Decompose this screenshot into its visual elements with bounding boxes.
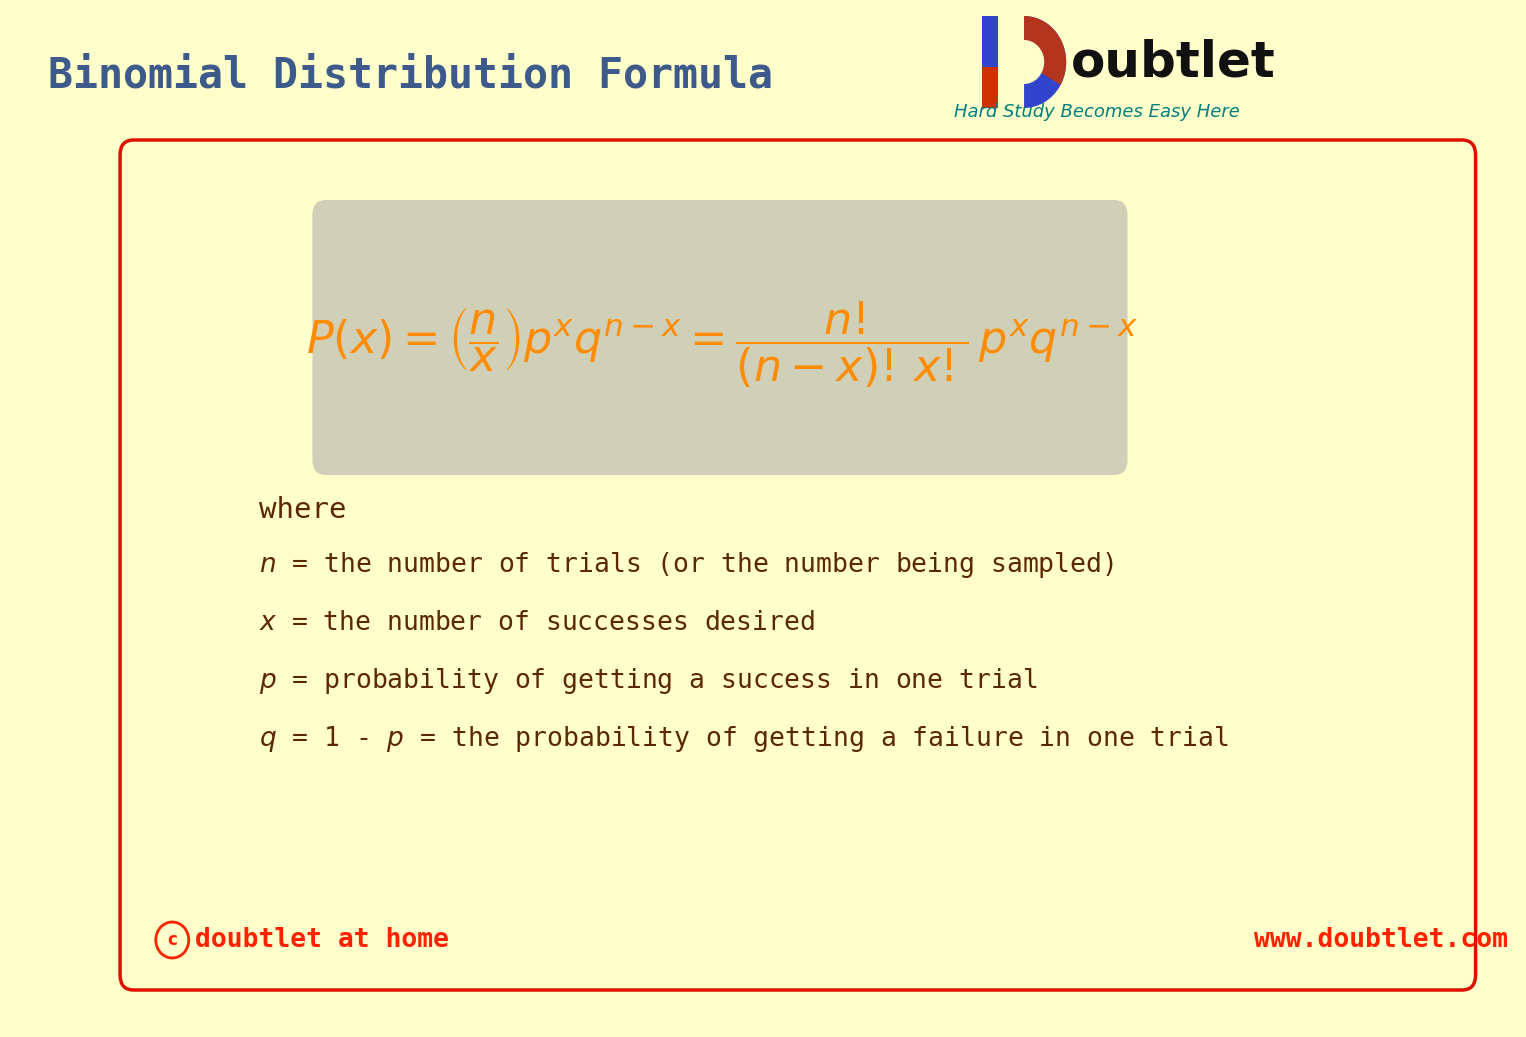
Bar bbox=[981, 67, 998, 108]
Text: c: c bbox=[168, 931, 177, 949]
Text: $p$ = probability of getting a success in one trial: $p$ = probability of getting a success i… bbox=[259, 666, 1038, 696]
Text: www.doubtlet.com: www.doubtlet.com bbox=[1254, 927, 1508, 953]
Wedge shape bbox=[1024, 40, 1044, 84]
Text: $q$ = 1 - $p$ = the probability of getting a failure in one trial: $q$ = 1 - $p$ = the probability of getti… bbox=[259, 724, 1228, 754]
Text: $P(x) = \left(\dfrac{n}{x}\right)p^x q^{n-x} = \dfrac{n!}{(n-x)!\,x!}\,p^x q^{n-: $P(x) = \left(\dfrac{n}{x}\right)p^x q^{… bbox=[305, 300, 1138, 391]
Text: $n$ = the number of trials (or the number being sampled): $n$ = the number of trials (or the numbe… bbox=[259, 550, 1114, 580]
FancyBboxPatch shape bbox=[121, 140, 1476, 990]
Text: Hard Study Becomes Easy Here: Hard Study Becomes Easy Here bbox=[954, 103, 1241, 121]
FancyBboxPatch shape bbox=[313, 200, 1128, 475]
Bar bbox=[981, 16, 998, 108]
Text: Binomial Distribution Formula: Binomial Distribution Formula bbox=[47, 54, 772, 96]
Text: oubtlet: oubtlet bbox=[1071, 38, 1276, 86]
Text: where: where bbox=[259, 496, 346, 524]
Text: doubtlet at home: doubtlet at home bbox=[195, 927, 449, 953]
Wedge shape bbox=[1024, 16, 1067, 85]
Text: $x$ = the number of successes desired: $x$ = the number of successes desired bbox=[259, 610, 815, 636]
Wedge shape bbox=[1024, 16, 1067, 108]
